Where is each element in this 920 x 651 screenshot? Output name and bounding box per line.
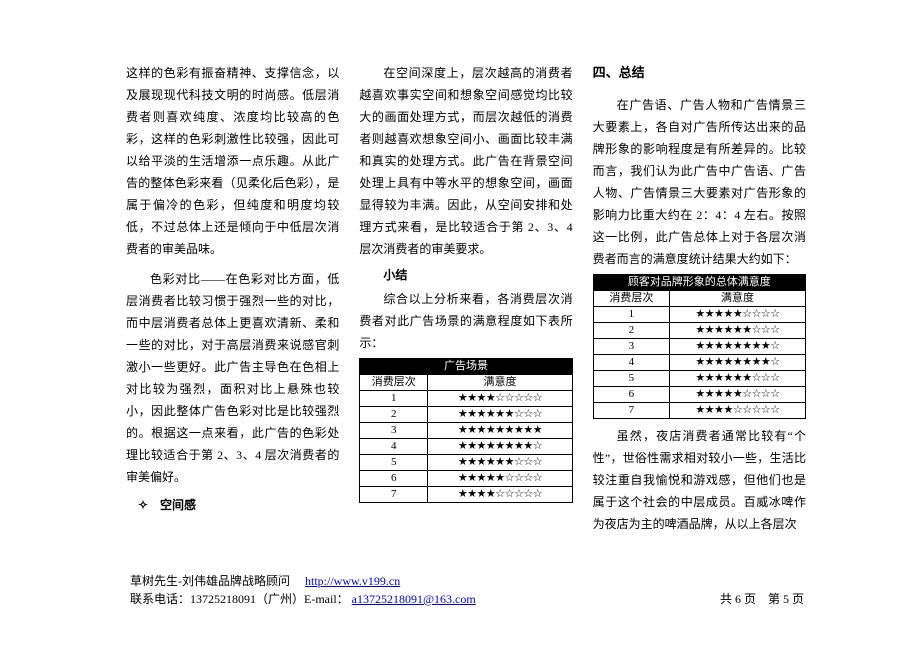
stars-cell: ★★★★★★☆☆☆ — [670, 323, 806, 339]
stars-cell: ★★★★★★☆☆☆ — [428, 407, 572, 423]
stars-cell: ★★★★★★★★☆ — [670, 339, 806, 355]
table-row: 4★★★★★★★★☆ — [360, 439, 572, 455]
level-cell: 2 — [360, 407, 428, 423]
col2-subhead: 小结 — [359, 264, 572, 286]
level-cell: 2 — [593, 323, 669, 339]
level-cell: 6 — [593, 387, 669, 403]
level-cell: 7 — [360, 487, 428, 503]
level-cell: 7 — [593, 403, 669, 419]
column-2: 在空间深度上，层次越高的消费者越喜欢事实空间和想象空间感觉均比较大的画面处理方式… — [359, 62, 572, 535]
table-col-right: 满意度 — [428, 375, 572, 391]
level-cell: 4 — [593, 355, 669, 371]
footer-email-link[interactable]: a13725218091@163.com — [352, 592, 476, 606]
table-col-left-2: 消费层次 — [593, 291, 669, 307]
table-row: 3★★★★★★★★★ — [360, 423, 572, 439]
table-row: 2★★★★★★☆☆☆ — [360, 407, 572, 423]
column-3: 四、总结 在广告语、广告人物和广告情景三大要素上，各自对广告所传达出来的品牌形象… — [593, 62, 806, 535]
col2-para-2: 综合以上分析来看，各消费层次消费者对此广告场景的满意程度如下表所示： — [359, 288, 572, 354]
table-title-2: 顾客对品牌形象的总体满意度 — [593, 275, 805, 291]
level-cell: 5 — [360, 455, 428, 471]
stars-cell: ★★★★★☆☆☆☆ — [670, 307, 806, 323]
table-row: 7★★★★☆☆☆☆☆ — [360, 487, 572, 503]
stars-cell: ★★★★★★★★★ — [428, 423, 572, 439]
table-title: 广告场景 — [360, 359, 572, 375]
column-1: 这样的色彩有振奋精神、支撑信念，以及展现现代科技文明的时尚感。低层消费者则喜欢纯… — [126, 62, 339, 535]
level-cell: 1 — [593, 307, 669, 323]
table-overall-satisfaction: 顾客对品牌形象的总体满意度 消费层次 满意度 1★★★★★☆☆☆☆2★★★★★★… — [593, 274, 806, 419]
table-row: 4★★★★★★★★☆ — [593, 355, 805, 371]
table-row: 7★★★★☆☆☆☆☆ — [593, 403, 805, 419]
level-cell: 6 — [360, 471, 428, 487]
level-cell: 1 — [360, 391, 428, 407]
stars-cell: ★★★★★★★★☆ — [428, 439, 572, 455]
level-cell: 5 — [593, 371, 669, 387]
page-footer: 草树先生-刘伟雄品牌战略顾问 http://www.v199.cn 联系电话：1… — [130, 572, 810, 608]
table-scene-satisfaction: 广告场景 消费层次 满意度 1★★★★☆☆☆☆☆2★★★★★★☆☆☆3★★★★★… — [359, 358, 572, 503]
col1-bullet-space: ✧ 空间感 — [126, 494, 339, 516]
table-row: 5★★★★★★☆☆☆ — [593, 371, 805, 387]
table-body-scene: 1★★★★☆☆☆☆☆2★★★★★★☆☆☆3★★★★★★★★★4★★★★★★★★☆… — [360, 391, 572, 503]
table-row: 3★★★★★★★★☆ — [593, 339, 805, 355]
table-col-right-2: 满意度 — [670, 291, 806, 307]
stars-cell: ★★★★★☆☆☆☆ — [428, 471, 572, 487]
level-cell: 3 — [593, 339, 669, 355]
footer-author: 草树先生-刘伟雄品牌战略顾问 — [130, 574, 302, 588]
stars-cell: ★★★★☆☆☆☆☆ — [428, 487, 572, 503]
table-body-overall: 1★★★★★☆☆☆☆2★★★★★★☆☆☆3★★★★★★★★☆4★★★★★★★★☆… — [593, 307, 805, 419]
table-row: 6★★★★★☆☆☆☆ — [360, 471, 572, 487]
stars-cell: ★★★★☆☆☆☆☆ — [670, 403, 806, 419]
table-row: 1★★★★☆☆☆☆☆ — [360, 391, 572, 407]
table-row: 2★★★★★★☆☆☆ — [593, 323, 805, 339]
table-row: 5★★★★★★☆☆☆ — [360, 455, 572, 471]
table-row: 1★★★★★☆☆☆☆ — [593, 307, 805, 323]
table-row: 6★★★★★☆☆☆☆ — [593, 387, 805, 403]
table-col-left: 消费层次 — [360, 375, 428, 391]
col1-para-1: 这样的色彩有振奋精神、支撑信念，以及展现现代科技文明的时尚感。低层消费者则喜欢纯… — [126, 62, 339, 260]
section-title-summary: 四、总结 — [593, 62, 806, 84]
level-cell: 4 — [360, 439, 428, 455]
level-cell: 3 — [360, 423, 428, 439]
stars-cell: ★★★★★★☆☆☆ — [428, 455, 572, 471]
col1-para-2: 色彩对比——在色彩对比方面，低层消费者比较习惯于强烈一些的对比，而中层消费者总体… — [126, 268, 339, 488]
stars-cell: ★★★★☆☆☆☆☆ — [428, 391, 572, 407]
footer-pager: 共 6 页 第 5 页 — [720, 590, 804, 608]
stars-cell: ★★★★★★☆☆☆ — [670, 371, 806, 387]
footer-url-link[interactable]: http://www.v199.cn — [305, 574, 400, 588]
stars-cell: ★★★★★★★★☆ — [670, 355, 806, 371]
stars-cell: ★★★★★☆☆☆☆ — [670, 387, 806, 403]
footer-contact-prefix: 联系电话：13725218091（广州）E-mail： — [130, 592, 349, 606]
col3-para-1: 在广告语、广告人物和广告情景三大要素上，各自对广告所传达出来的品牌形象的影响程度… — [593, 94, 806, 270]
col2-para-1: 在空间深度上，层次越高的消费者越喜欢事实空间和想象空间感觉均比较大的画面处理方式… — [359, 62, 572, 260]
col3-para-2: 虽然，夜店消费者通常比较有“个性”，世俗性需求相对较小一些，生活比较注重自我愉悦… — [593, 425, 806, 535]
